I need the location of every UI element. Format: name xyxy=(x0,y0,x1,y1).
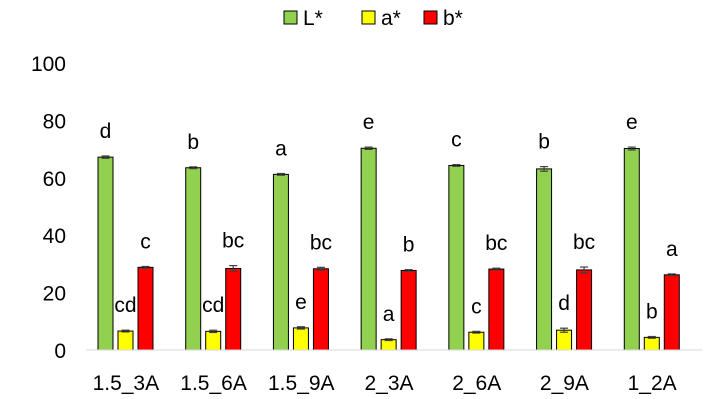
bar-astar-1.5_9A xyxy=(292,327,309,351)
significance-letter: c xyxy=(140,230,151,253)
bar-bstar-1_2A xyxy=(663,274,680,351)
significance-letter: d xyxy=(100,120,112,143)
x-tick-label: 2_9A xyxy=(540,372,589,395)
legend-label: L* xyxy=(303,7,323,30)
significance-letter: cd xyxy=(202,294,224,317)
legend-swatch xyxy=(361,10,376,25)
significance-letter: bc xyxy=(310,231,332,254)
legend-swatch xyxy=(423,10,438,25)
significance-letter: c xyxy=(471,295,482,318)
significance-letter: c xyxy=(451,129,462,152)
significance-letter: e xyxy=(295,291,307,314)
significance-letter: bc xyxy=(573,231,595,254)
bar-astar-1_2A xyxy=(643,336,660,351)
significance-letter: a xyxy=(275,137,287,160)
legend: L* a* b* xyxy=(283,7,463,30)
bar-astar-2_9A xyxy=(556,329,573,351)
significance-letter: bc xyxy=(222,230,244,253)
significance-letter: d xyxy=(558,292,570,315)
x-tick-label: 1_2A xyxy=(628,372,677,395)
significance-letter: cd xyxy=(114,294,136,317)
significance-letter: a xyxy=(666,238,678,261)
bar-bstar-1.5_9A xyxy=(312,268,329,351)
x-tick-label: 1.5_6A xyxy=(180,372,247,395)
y-tick-label: 20 xyxy=(43,283,66,306)
significance-letter: b xyxy=(403,234,415,257)
y-tick-label: 0 xyxy=(54,340,66,363)
bar-astar-1.5_3A xyxy=(117,330,134,351)
x-tick-label: 2_3A xyxy=(364,372,413,395)
bar-astar-2_6A xyxy=(468,331,485,351)
y-tick-label: 60 xyxy=(43,168,66,191)
legend-swatch xyxy=(283,10,298,25)
bar-bstar-1.5_6A xyxy=(225,267,242,351)
significance-letter: b xyxy=(646,301,658,324)
bar-Lstar-2_9A xyxy=(536,168,553,351)
bar-Lstar-1.5_9A xyxy=(272,173,289,351)
significance-letter: bc xyxy=(485,232,507,255)
significance-letter: b xyxy=(187,131,199,154)
significance-letter: a xyxy=(383,303,395,326)
significance-letter: b xyxy=(538,131,550,154)
y-tick-label: 80 xyxy=(43,110,66,133)
bar-bstar-2_3A xyxy=(400,270,417,351)
legend-label: a* xyxy=(381,7,401,30)
significance-letter: e xyxy=(363,111,375,134)
bar-bstar-1.5_3A xyxy=(137,266,154,351)
y-axis: 0 20 40 60 80 100 xyxy=(31,53,66,363)
x-axis: 1.5_3A 1.5_6A 1.5_9A 2_3A 2_6A 2_9A 1_2A xyxy=(86,349,702,395)
bar-Lstar-1.5_6A xyxy=(185,167,202,351)
legend-label: b* xyxy=(443,7,463,30)
bar-Lstar-2_6A xyxy=(448,164,465,351)
y-tick-label: 40 xyxy=(43,225,66,248)
bar-astar-2_3A xyxy=(380,339,397,351)
significance-letter: e xyxy=(626,111,638,134)
y-tick-label: 100 xyxy=(31,53,66,76)
bar-astar-1.5_6A xyxy=(205,330,222,351)
bar-bstar-2_6A xyxy=(488,268,505,351)
x-tick-label: 1.5_3A xyxy=(93,372,160,395)
bar-Lstar-1_2A xyxy=(623,148,640,351)
x-tick-label: 2_6A xyxy=(452,372,501,395)
bar-Lstar-1.5_3A xyxy=(97,156,114,351)
x-tick-label: 1.5_9A xyxy=(268,372,335,395)
bar-Lstar-2_3A xyxy=(360,147,377,351)
bar-bstar-2_9A xyxy=(576,269,593,351)
